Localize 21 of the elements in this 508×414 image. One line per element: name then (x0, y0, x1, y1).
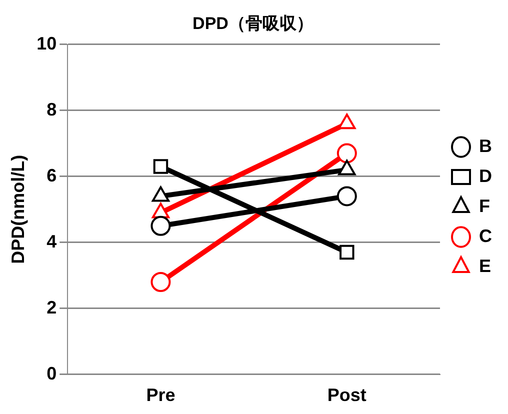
point (336, 186, 357, 206)
point (340, 244, 354, 260)
y-tick-label: 8 (46, 99, 57, 120)
y-axis-title: DPD(nmol/L) (8, 154, 28, 264)
legend-label: D (479, 166, 492, 186)
legend-label: E (479, 256, 492, 276)
y-tick-label: 4 (46, 231, 57, 252)
y-tick-label: 2 (46, 297, 57, 318)
legend-label: F (479, 196, 490, 216)
point (336, 143, 357, 164)
y-tick-label: 6 (46, 165, 57, 186)
point (150, 272, 171, 292)
legend-label: C (479, 226, 492, 246)
legend-label: B (479, 136, 492, 156)
chart-title: DPD（骨吸収） (192, 14, 314, 33)
y-tick-label: 10 (36, 33, 57, 54)
y-tick-label: 0 (46, 363, 57, 384)
x-tick-label: Post (327, 385, 366, 406)
point (153, 159, 168, 174)
x-tick-label: Pre (146, 385, 176, 406)
point (150, 216, 171, 236)
